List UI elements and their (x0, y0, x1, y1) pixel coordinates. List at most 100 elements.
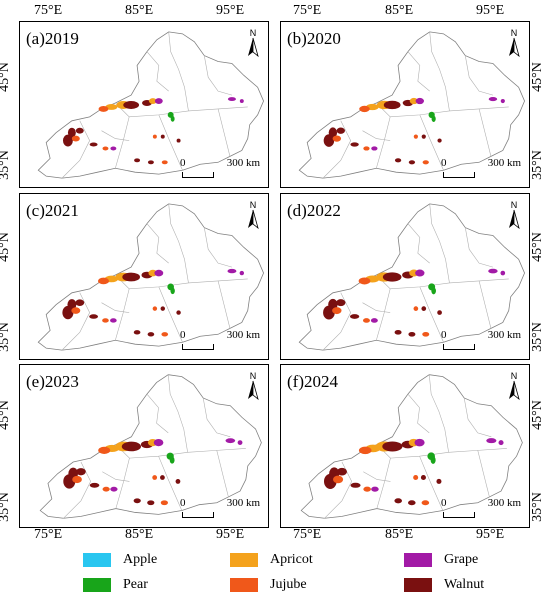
orchard-patch-walnut (133, 330, 141, 335)
orchard-patch-walnut (89, 314, 99, 319)
county-boundary (115, 288, 130, 341)
orchard-patch-jujube (152, 306, 158, 311)
orchard-patch-walnut (134, 158, 141, 163)
orchard-patch-walnut (176, 310, 181, 315)
orchard-patch-jujube (363, 486, 371, 492)
map-panel-2021: (c)2021 N 0 300 km (19, 193, 269, 360)
north-arrow: N (244, 200, 262, 232)
orchard-patch-grape (239, 99, 244, 104)
county-boundary (419, 456, 444, 511)
county-boundary (146, 51, 169, 92)
county-boundary (202, 397, 231, 438)
orchard-patch-jujube (161, 160, 168, 165)
county-boundary (429, 203, 450, 283)
orchard-patch-grape (227, 97, 236, 102)
orchard-patch-apricot (409, 97, 419, 105)
orchard-patch-walnut (394, 498, 402, 504)
orchard-patch-walnut (437, 138, 442, 143)
legend-swatch-apricot (230, 553, 258, 567)
orchard-patch-grape (500, 98, 505, 104)
orchard-patch-jujube (413, 475, 419, 481)
orchard-patch-walnut (160, 306, 165, 311)
county-boundary (428, 374, 449, 453)
orchard-patch-walnut (408, 500, 416, 506)
county-boundary (146, 223, 169, 264)
orchard-patch-grape (110, 146, 117, 151)
orchard-patch-jujube (333, 475, 344, 484)
lat-label-35n-row1-left: 35°N (0, 150, 12, 180)
north-arrow-icon (248, 380, 259, 401)
county-boundary (61, 292, 90, 351)
north-arrow-icon (248, 209, 259, 230)
scale-bar-line (443, 344, 475, 350)
scale-bar: 0 300 km (180, 497, 260, 521)
lon-label-95e-top-right: 95°E (476, 3, 505, 18)
county-boundary (158, 114, 183, 171)
north-arrow: N (505, 200, 523, 232)
county-boundary (101, 302, 130, 313)
legend-label-jujube: Jujube (270, 577, 307, 592)
orchard-patch-walnut (62, 305, 74, 320)
legend-label-apricot: Apricot (270, 552, 313, 567)
region-map (39, 374, 262, 519)
orchard-patch-walnut (349, 314, 360, 319)
orchard-patch-jujube (102, 318, 109, 323)
panel-title: (a)2019 (26, 29, 79, 48)
scale-bar: 0 300 km (441, 329, 521, 353)
lon-label-85e-top-right: 85°E (385, 3, 414, 18)
orchard-patch-walnut (323, 134, 335, 147)
scale-bar-label: 300 km (226, 497, 260, 509)
north-arrow-icon (248, 37, 259, 58)
region-map (298, 31, 525, 179)
scale-bar-line (182, 512, 214, 518)
orchard-patch-grape (498, 440, 504, 446)
legend-swatch-jujube (230, 578, 258, 592)
county-boundary (158, 286, 183, 343)
orchard-patch-walnut (89, 482, 100, 488)
orchard-patch-walnut (437, 310, 442, 315)
north-arrow-label: N (249, 28, 257, 38)
county-boundary (376, 274, 509, 290)
orchard-patch-jujube (413, 306, 419, 311)
scale-bar-line (443, 512, 475, 518)
panel-title: (c)2021 (26, 201, 79, 220)
scale-bar-zero: 0 (180, 497, 186, 509)
orchard-patch-jujube (98, 105, 109, 112)
county-boundary (362, 302, 391, 313)
orchard-patch-pear (430, 456, 436, 464)
region-map (298, 203, 525, 351)
county-boundary (478, 108, 492, 157)
orchard-patch-jujube (358, 446, 372, 455)
map-panel-2022: (d)2022 N 0 300 km (280, 193, 530, 360)
lat-label-45n-row3-left: 45°N (0, 400, 12, 430)
county-boundary (376, 102, 509, 118)
legend-label-apple: Apple (123, 552, 158, 567)
orchard-patch-walnut (383, 100, 401, 110)
scale-bar: 0 300 km (441, 497, 521, 521)
lon-label-85e-top-left: 85°E (125, 3, 154, 18)
county-boundary (419, 114, 444, 171)
scale-bar-line (443, 172, 475, 178)
orchard-patch-jujube (102, 146, 109, 151)
orchard-patch-walnut (394, 158, 402, 163)
orchard-patch-walnut (408, 331, 416, 337)
orchard-patch-jujube (363, 146, 370, 151)
orchard-patch-grape (154, 269, 164, 277)
panel-title: (e)2023 (26, 372, 79, 391)
orchard-patch-walnut (76, 468, 86, 476)
county-boundary (203, 227, 233, 268)
north-arrow-label: N (510, 371, 518, 381)
orchard-patch-jujube (98, 446, 111, 454)
orchard-patch-walnut (336, 127, 345, 134)
orchard-patch-grape (488, 96, 498, 102)
orchard-patch-grape (237, 440, 243, 446)
lat-label-35n-row2-right: 35°N (529, 322, 545, 352)
county-boundary (101, 130, 130, 141)
orchard-patch-jujube (97, 277, 110, 285)
orchard-patch-grape (488, 268, 498, 274)
orchard-patch-walnut (89, 142, 98, 147)
panel-title: (b)2020 (287, 29, 341, 48)
orchard-patch-walnut (63, 474, 76, 489)
legend-swatch-walnut (404, 578, 432, 592)
county-boundary (168, 203, 189, 283)
